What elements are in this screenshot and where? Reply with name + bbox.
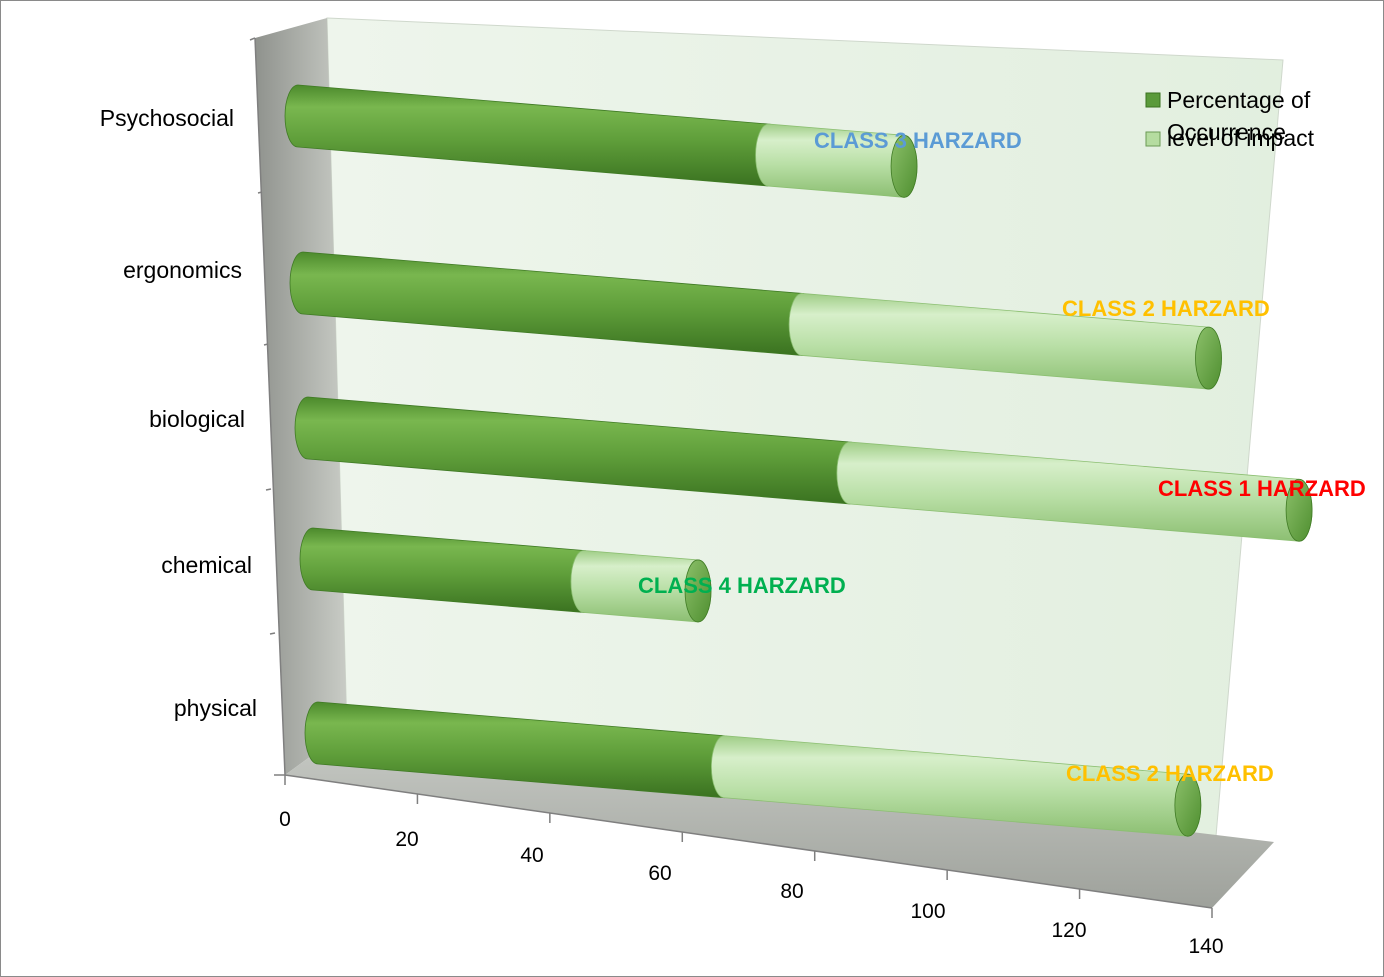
y-tick-mark <box>263 343 269 346</box>
bar-row-psychosocial <box>284 84 918 198</box>
x-tick-label-100: 100 <box>910 900 945 923</box>
bar-row-biological <box>294 396 1313 542</box>
y-tick-mark <box>257 191 263 194</box>
category-label-chemical: chemical <box>161 552 252 578</box>
bar-end-cap-physical <box>1174 773 1202 837</box>
y-tick-mark <box>249 37 256 41</box>
legend-label-occurrence-line1: Percentage of <box>1167 87 1311 113</box>
x-tick-label-40: 40 <box>520 844 543 867</box>
legend-swatch-occurrence <box>1145 92 1161 108</box>
hazard-label-biological: CLASS 1 HARZARD <box>1158 476 1366 501</box>
x-tick-label-80: 80 <box>780 880 803 903</box>
x-tick-label-0: 0 <box>279 808 291 831</box>
y-tick-mark <box>269 632 276 635</box>
hazard-label-physical: CLASS 2 HARZARD <box>1066 761 1274 786</box>
legend-label-occurrence-line2: Occurrence <box>1167 119 1286 145</box>
bar-end-cap-psychosocial <box>890 134 918 198</box>
bar-row-ergonomics <box>289 251 1222 390</box>
x-tick-label-60: 60 <box>648 862 671 885</box>
legend-label-impact: level of impact <box>1167 125 1315 151</box>
bar-end-cap-ergonomics <box>1195 326 1222 390</box>
hazard-annotations: CLASS 2 HARZARD CLASS 4 HARZARD CLASS 1 HA… <box>638 128 1366 786</box>
category-label-physical: physical <box>174 695 257 721</box>
hazard-label-ergonomics: CLASS 2 HARZARD <box>1062 296 1270 321</box>
y-axis-line <box>254 37 286 776</box>
x-axis-ticks <box>284 775 1213 918</box>
bar-row-chemical <box>299 527 712 623</box>
x-tick-label-120: 120 <box>1051 919 1086 942</box>
y-tick-mark <box>265 488 272 491</box>
x-tick-label-20: 20 <box>395 828 418 851</box>
bar-row-physical <box>304 701 1202 837</box>
category-label-ergonomics: ergonomics <box>123 257 242 283</box>
bar-end-cap-biological <box>1285 478 1313 542</box>
category-labels: physical chemical biological ergonomics Psyc… <box>100 105 257 721</box>
category-label-biological: biological <box>149 406 245 432</box>
y-axis-ticks <box>249 37 285 776</box>
hazard-label-psychosocial: CLASS 3 HARZARD <box>814 128 1022 153</box>
x-tick-labels: 0 20 40 60 80 100 120 140 <box>279 808 1223 958</box>
x-tick-label-140: 140 <box>1188 935 1223 958</box>
legend-swatch-impact <box>1145 131 1161 147</box>
bar-end-cap-chemical <box>684 559 712 623</box>
category-label-psychosocial: Psychosocial <box>100 105 234 131</box>
x-axis-line <box>284 774 1213 909</box>
legend: Percentage of Occurrence level of impact <box>1145 87 1315 151</box>
axes <box>249 37 1213 918</box>
bars <box>284 84 1313 837</box>
hazard-label-chemical: CLASS 4 HARZARD <box>638 573 846 598</box>
